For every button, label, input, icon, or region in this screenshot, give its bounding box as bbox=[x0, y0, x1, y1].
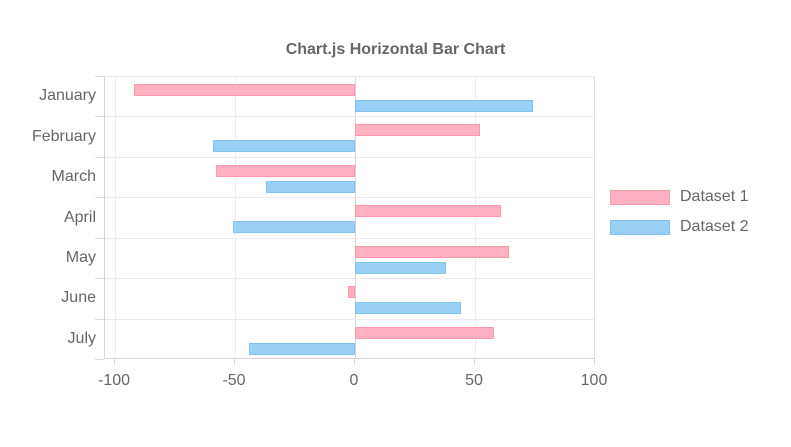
row-gridline-5 bbox=[105, 278, 594, 279]
row-gridline-1 bbox=[105, 116, 594, 117]
legend-item-dataset2[interactable]: Dataset 2 bbox=[610, 219, 748, 235]
bar-dataset2-january[interactable] bbox=[355, 100, 533, 112]
x-tick-label-0: 0 bbox=[349, 372, 359, 389]
y-label-march: March bbox=[51, 168, 96, 186]
x-tick-label--50: -50 bbox=[222, 372, 246, 389]
x-gridline--100 bbox=[115, 77, 116, 358]
x-tick-label--100: -100 bbox=[97, 372, 131, 389]
x-gridline-0 bbox=[355, 77, 356, 358]
bar-dataset2-february[interactable] bbox=[213, 140, 355, 153]
row-gridline-2 bbox=[105, 157, 594, 158]
y-tickmark-4 bbox=[95, 238, 104, 239]
x-gridline--50 bbox=[235, 77, 236, 358]
bar-dataset1-april[interactable] bbox=[355, 205, 502, 218]
plot-area bbox=[104, 76, 595, 359]
y-tickmark-6 bbox=[95, 319, 104, 320]
bar-dataset2-june[interactable] bbox=[355, 302, 461, 315]
y-tickmark-3 bbox=[95, 197, 104, 198]
y-tickmark-7 bbox=[95, 359, 104, 360]
bar-dataset1-may[interactable] bbox=[355, 245, 509, 258]
bar-dataset2-july[interactable] bbox=[249, 342, 355, 355]
y-tickmark-1 bbox=[95, 116, 104, 117]
legend-swatch-dataset1 bbox=[610, 189, 670, 205]
bar-dataset2-april[interactable] bbox=[232, 221, 355, 234]
y-tickmark-5 bbox=[95, 278, 104, 279]
bar-dataset1-january[interactable] bbox=[134, 84, 355, 96]
bar-dataset1-july[interactable] bbox=[355, 326, 495, 339]
chart-title: Chart.js Horizontal Bar Chart bbox=[285, 41, 506, 58]
legend-label: Dataset 1 bbox=[680, 188, 749, 205]
bar-dataset1-june[interactable] bbox=[347, 286, 355, 299]
x-tickmark--50 bbox=[234, 359, 235, 365]
row-gridline-3 bbox=[105, 197, 594, 198]
bar-dataset1-march[interactable] bbox=[215, 164, 355, 177]
x-gridline-50 bbox=[475, 77, 476, 358]
bar-dataset2-may[interactable] bbox=[355, 261, 447, 274]
x-tick-label-50: 50 bbox=[465, 372, 483, 389]
y-label-february: February bbox=[31, 127, 96, 145]
row-gridline-4 bbox=[105, 238, 594, 239]
bar-dataset2-march[interactable] bbox=[266, 180, 355, 193]
y-tickmark-0 bbox=[95, 76, 104, 77]
x-tickmark-0 bbox=[354, 359, 355, 365]
legend: Dataset 1 Dataset 2 bbox=[610, 189, 748, 249]
y-label-june: June bbox=[61, 289, 96, 307]
x-tickmark-50 bbox=[474, 359, 475, 365]
legend-label: Dataset 2 bbox=[680, 218, 749, 235]
row-gridline-6 bbox=[105, 319, 594, 320]
x-tick-label-100: 100 bbox=[580, 372, 608, 389]
y-label-july: July bbox=[67, 329, 96, 347]
bar-dataset1-february[interactable] bbox=[355, 124, 480, 137]
y-tickmark-2 bbox=[95, 157, 104, 158]
x-tickmark-100 bbox=[594, 359, 595, 365]
y-label-january: January bbox=[39, 87, 96, 105]
y-label-may: May bbox=[65, 248, 96, 266]
y-label-april: April bbox=[63, 208, 96, 226]
legend-item-dataset1[interactable]: Dataset 1 bbox=[610, 189, 748, 205]
legend-swatch-dataset2 bbox=[610, 219, 670, 235]
x-tickmark--100 bbox=[114, 359, 115, 365]
